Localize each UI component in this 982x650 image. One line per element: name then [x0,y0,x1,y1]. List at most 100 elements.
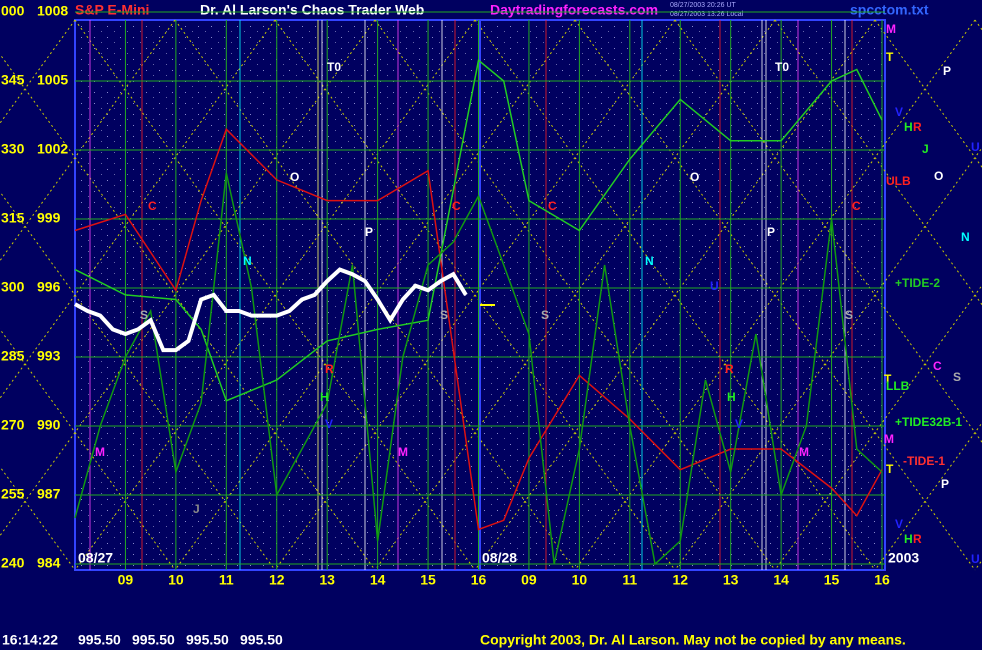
diagonal [0,466,76,571]
stamp: 08/27/2003 13:26 Local [670,11,744,18]
astro-marker: H [904,120,913,134]
x-tick-label: 10 [168,572,184,588]
forecast-line [74,127,883,531]
diagonal [674,147,982,571]
astro-marker: U [971,140,980,154]
y-tick-label: 987 [37,486,61,502]
astro-marker: U [710,279,719,293]
chart-title: Dr. Al Larson's Chaos Trader Web [200,2,424,18]
diagonal [0,328,176,571]
x-tick-label: 12 [672,572,688,588]
quote-time: 16:14:22 [2,632,58,648]
y-tick-label: 1002 [37,141,68,157]
angle-tick-label: 270 [1,417,25,433]
angle-tick-label: 300 [1,279,25,295]
x-tick-label: 11 [219,572,234,588]
x-tick-label: 12 [269,572,285,588]
astro-marker: S [953,370,961,384]
astro-marker: P [365,225,373,239]
astro-marker: M [884,432,894,446]
legend-label: -TIDE-1 [903,454,945,468]
site: Daytradingforecasts.com [490,2,658,18]
y-tick-label: 999 [37,210,61,226]
decoration [0,19,982,571]
astro-marker: P [943,64,951,78]
date-label: 2003 [888,550,919,566]
x-tick-label: 13 [723,572,739,588]
legend-label: +TIDE-2 [895,276,940,290]
astro-marker: H [320,390,329,404]
stamp: 08/27/2003 20:26 UT [670,2,736,9]
angle-tick-label: 285 [1,348,25,364]
astro-marker: M [95,445,105,459]
astro-marker: C [933,359,942,373]
astro-marker: O [690,170,699,184]
astro-marker: H [904,532,913,546]
diagonal [974,559,982,571]
diagonal [474,19,876,571]
astro-marker: R [325,362,334,376]
astro-marker: M [398,445,408,459]
angle-tick-label: 345 [1,72,25,88]
astro-marker: M [886,22,896,36]
astro-marker: S [440,308,448,322]
diagonal [874,19,982,168]
astro-marker: R [913,120,922,134]
diagonal [0,19,376,537]
quote-low: 995.50 [186,632,229,648]
legend-label: +TIDE32B-1 [895,415,962,429]
astro-marker: R [913,532,922,546]
y-tick-label: 996 [37,279,61,295]
x-tick-label: 15 [420,572,436,588]
astro-marker: C [148,199,157,213]
forecast-line [74,58,883,402]
symbol: S&P E-Mini [75,2,149,18]
astro-marker: O [934,169,943,183]
astro-marker: ULB [886,174,911,188]
astro-marker: T [886,462,894,476]
x-tick-label: 11 [622,572,637,588]
astro-marker: P [941,477,949,491]
diagonal [874,422,982,571]
quote-open: 995.50 [78,632,121,648]
file-name: spcctom.txt [850,2,929,18]
astro-marker: N [961,230,970,244]
astro-marker: V [895,517,903,531]
date-label: 08/27 [78,550,113,566]
astro-marker: N [645,254,654,268]
forecast-line [74,172,883,566]
astro-marker: C [548,199,557,213]
astro-marker: V [325,417,333,431]
copyright: Copyright 2003, Dr. Al Larson. May not b… [480,632,906,648]
astro-marker: J [193,502,200,516]
astro-marker: R [725,362,734,376]
angle-tick-label: 240 [1,555,25,571]
diagonal [0,19,276,399]
astro-marker: T [886,50,894,64]
angle-tick-label: 000 [1,3,25,19]
astro-marker: N [243,254,252,268]
diagonal [974,19,982,31]
y-tick-label: 990 [37,417,61,433]
price-line [74,267,468,353]
astro-marker: T0 [327,60,341,74]
diagonal [274,19,676,571]
astro-marker: C [852,199,861,213]
x-tick-label: 16 [874,572,890,588]
astro-marker: J [922,142,929,156]
astro-marker: S [541,308,549,322]
quote-close: 995.50 [240,632,283,648]
astro-marker: S [845,308,853,322]
astro-marker: V [735,417,743,431]
x-tick-label: 13 [319,572,335,588]
date-label: 08/28 [482,550,517,566]
x-tick-label: 16 [471,572,487,588]
diagonal [774,284,982,571]
quote-high: 995.50 [132,632,175,648]
x-tick-label: 14 [773,572,789,588]
x-tick-label: 09 [118,572,134,588]
astro-marker: T0 [775,60,789,74]
x-tick-label: 10 [572,572,588,588]
astro-marker: H [727,390,736,404]
